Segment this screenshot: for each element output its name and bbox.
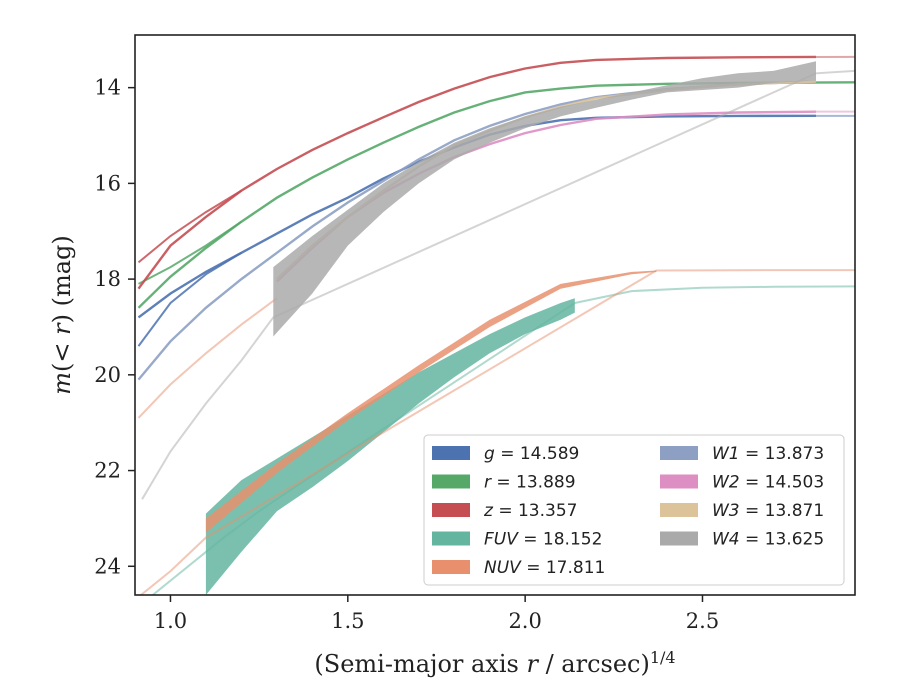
x-axis-label: (Semi-major axis r / arcsec)1/4 <box>314 648 675 678</box>
legend-label-W1: W1 = 13.873 <box>712 444 824 464</box>
legend-label-NUV: NUV = 17.811 <box>484 558 605 578</box>
series-g-inner-line <box>137 251 242 347</box>
legend-swatch-W1 <box>660 446 698 460</box>
legend-swatch-W4 <box>660 531 698 546</box>
legend-swatch-W3 <box>660 503 698 517</box>
legend-label-W2: W2 = 14.503 <box>712 473 824 493</box>
legend-swatch-FUV <box>432 531 470 546</box>
y-axis-label: m(< r) (mag) <box>48 235 76 395</box>
y-tick-label: 24 <box>94 554 121 578</box>
x-tick-label: 1.5 <box>331 609 364 633</box>
series-NUV-faint-line <box>139 269 855 595</box>
legend-label-r: r = 13.889 <box>484 473 576 493</box>
y-tick-label: 14 <box>94 76 121 100</box>
x-tick-label: 2.5 <box>686 609 719 633</box>
legend-label-z: z = 13.357 <box>483 501 577 521</box>
legend-swatch-W2 <box>660 474 698 489</box>
ticks-layer: 1.0 1.5 2.0 2.5 14 16 18 20 22 24 <box>94 76 719 633</box>
y-tick-label: 22 <box>94 459 121 483</box>
data-layer <box>137 55 855 595</box>
x-tick-label: 1.0 <box>154 609 187 633</box>
series-W4-band <box>273 61 816 337</box>
y-tick-label: 18 <box>94 267 121 291</box>
legend-box <box>423 434 845 586</box>
series-NUV-faint-upper-line <box>137 297 278 419</box>
series-z-line <box>137 55 817 290</box>
series-z-inner-line <box>137 189 242 264</box>
legend-label-g: g = 14.589 <box>484 444 579 464</box>
legend: g = 14.589 r = 13.889 z = 13.357 FUV = 18.1… <box>423 434 845 586</box>
legend-swatch-NUV <box>432 560 470 574</box>
y-tick-label: 20 <box>94 363 121 387</box>
y-tick-label: 16 <box>94 171 121 195</box>
legend-swatch-r <box>432 474 470 489</box>
legend-label-FUV: FUV = 18.152 <box>484 530 602 550</box>
plot-frame <box>134 34 856 596</box>
series-r-inner-line <box>138 220 242 285</box>
legend-label-W4: W4 = 13.625 <box>712 530 824 550</box>
series-FUV-band <box>205 298 575 595</box>
legend-swatch-g <box>432 446 470 460</box>
legend-swatch-z <box>432 503 470 517</box>
x-tick-label: 2.0 <box>508 609 541 633</box>
legend-label-W3: W3 = 13.871 <box>712 501 824 521</box>
